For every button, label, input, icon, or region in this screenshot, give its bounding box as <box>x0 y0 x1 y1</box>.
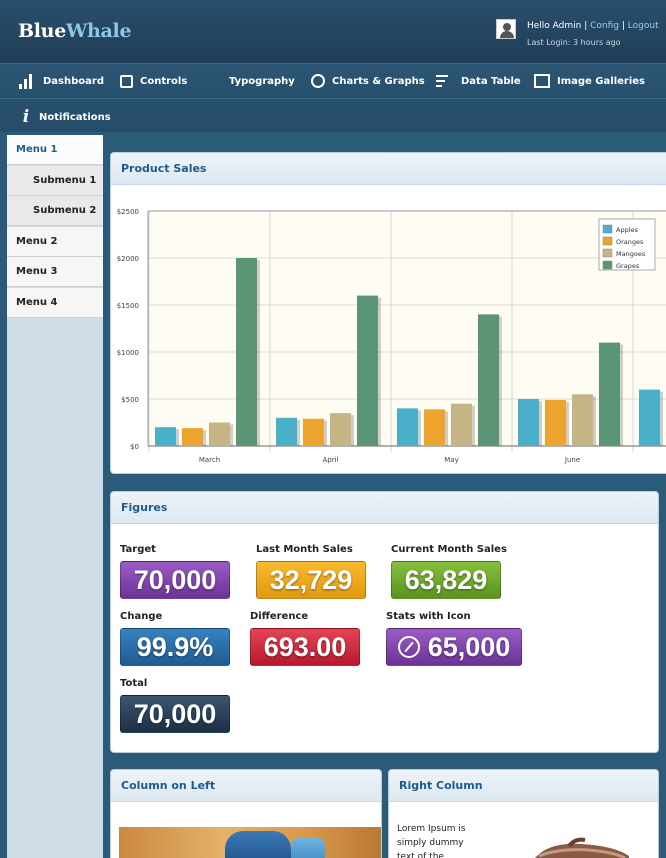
nav-notifications[interactable]: i Notifications <box>20 106 111 128</box>
legend-label: Oranges <box>616 238 644 246</box>
nav-typography[interactable]: Typography <box>229 75 295 87</box>
bar <box>330 413 351 446</box>
bar-chart-icon <box>18 73 36 89</box>
bar-chart: $0 $500 $1000 $1500 $2000 $2500 March April May J… <box>117 208 666 464</box>
bar <box>639 389 660 446</box>
y-tick-label: $0 <box>130 443 139 451</box>
config-link[interactable]: Config <box>590 21 620 31</box>
figure-label-difference: Difference <box>250 611 309 622</box>
figure-label-target: Target <box>120 544 156 555</box>
figure-label-total: Total <box>120 678 148 689</box>
bar <box>397 408 418 446</box>
nav-dashboard[interactable]: Dashboard <box>18 70 104 92</box>
sidebar-item-submenu-1[interactable]: Submenu 1 <box>7 166 103 196</box>
figure-value-stats-icon: 65,000 <box>386 628 522 666</box>
bar <box>478 314 499 446</box>
x-tick-label: March <box>199 456 220 464</box>
figures-title: Figures <box>111 492 658 524</box>
right-column-text: Lorem Ipsum is simply dummy text of the <box>397 824 466 858</box>
y-tick-label: $500 <box>121 396 139 404</box>
figure-value-current-month: 63,829 <box>391 561 501 599</box>
right-column-title: Right Column <box>389 770 658 802</box>
product-sales-panel: Product Sales $0 $500 $1000 $1500 $2000 $2500… <box>110 152 666 474</box>
main-nav: Dashboard Controls Typography Charts & G… <box>0 64 666 132</box>
bar <box>451 403 472 446</box>
figure-label-change: Change <box>120 611 163 622</box>
nav-controls[interactable]: Controls <box>120 70 187 92</box>
figure-label-last-month: Last Month Sales <box>256 544 353 555</box>
x-tick-label: June <box>564 456 580 464</box>
legend-label: Grapes <box>616 262 640 270</box>
compass-icon <box>397 636 420 658</box>
edit-icon <box>120 74 133 88</box>
bar <box>303 418 324 446</box>
figure-value-last-month: 32,729 <box>256 561 366 599</box>
last-login: Last Login: 3 hours ago <box>527 38 621 47</box>
user-greeting: Hello Admin | Config | Logout <box>527 21 659 31</box>
chocolate-image <box>535 837 629 858</box>
bar <box>236 258 257 446</box>
bar <box>276 417 297 446</box>
nav-image-galleries[interactable]: Image Galleries <box>534 70 645 92</box>
y-tick-label: $1500 <box>117 302 139 310</box>
legend-label: Mangoes <box>616 250 646 258</box>
sidebar: Menu 1 Submenu 1 Submenu 2 Menu 2 Menu 3… <box>7 135 103 858</box>
sidebar-item-menu-1[interactable]: Menu 1 <box>7 135 103 165</box>
nav-charts-graphs[interactable]: Charts & Graphs <box>311 70 425 92</box>
figure-value-total: 70,000 <box>120 695 230 733</box>
bar <box>599 342 620 446</box>
nav-data-table[interactable]: Data Table <box>436 70 521 92</box>
bar <box>572 394 593 446</box>
legend-label: Apples <box>616 226 639 234</box>
y-tick-label: $2000 <box>117 255 139 263</box>
logout-link[interactable]: Logout <box>627 21 659 31</box>
right-column-panel: Right Column Lorem Ipsum is simply dummy… <box>388 769 659 858</box>
y-tick-label: $2500 <box>117 208 139 216</box>
sidebar-item-menu-4[interactable]: Menu 4 <box>7 288 103 318</box>
figure-value-target: 70,000 <box>120 561 230 599</box>
x-tick-label: May <box>444 456 458 464</box>
pie-chart-icon <box>311 74 325 88</box>
legend-swatch <box>602 224 613 234</box>
column-photo <box>119 827 381 858</box>
figures-panel: Figures Target 70,000 Last Month Sales 3… <box>110 491 659 753</box>
bar <box>182 428 203 446</box>
product-sales-title: Product Sales <box>111 153 666 185</box>
legend-swatch <box>602 236 613 246</box>
sidebar-item-menu-3[interactable]: Menu 3 <box>7 257 103 287</box>
left-column-panel: Column on Left <box>110 769 382 858</box>
bar <box>545 399 566 446</box>
bar <box>518 399 539 446</box>
figure-label-stats-icon: Stats with Icon <box>386 611 471 622</box>
bar <box>357 295 378 446</box>
left-column-title: Column on Left <box>111 770 381 802</box>
bar <box>209 422 230 446</box>
bar <box>424 409 445 446</box>
y-tick-label: $1000 <box>117 349 139 357</box>
info-icon: i <box>22 107 30 127</box>
figure-value-difference: 693.00 <box>250 628 360 666</box>
sidebar-item-menu-2[interactable]: Menu 2 <box>7 227 103 257</box>
figure-value-change: 99.9% <box>120 628 230 666</box>
figure-label-current-month: Current Month Sales <box>391 544 507 555</box>
bar <box>155 427 176 446</box>
avatar <box>496 19 516 39</box>
list-icon <box>436 73 454 89</box>
legend-swatch <box>602 248 613 258</box>
product-sales-chart: $0 $500 $1000 $1500 $2000 $2500 March April May J… <box>111 186 666 473</box>
legend-swatch <box>602 260 613 270</box>
image-icon <box>534 74 550 88</box>
logo[interactable]: BlueWhale <box>18 20 132 42</box>
sidebar-item-submenu-2[interactable]: Submenu 2 <box>7 196 103 226</box>
header: BlueWhale Hello Admin | Config | Logout … <box>0 0 666 64</box>
x-tick-label: April <box>323 456 339 464</box>
